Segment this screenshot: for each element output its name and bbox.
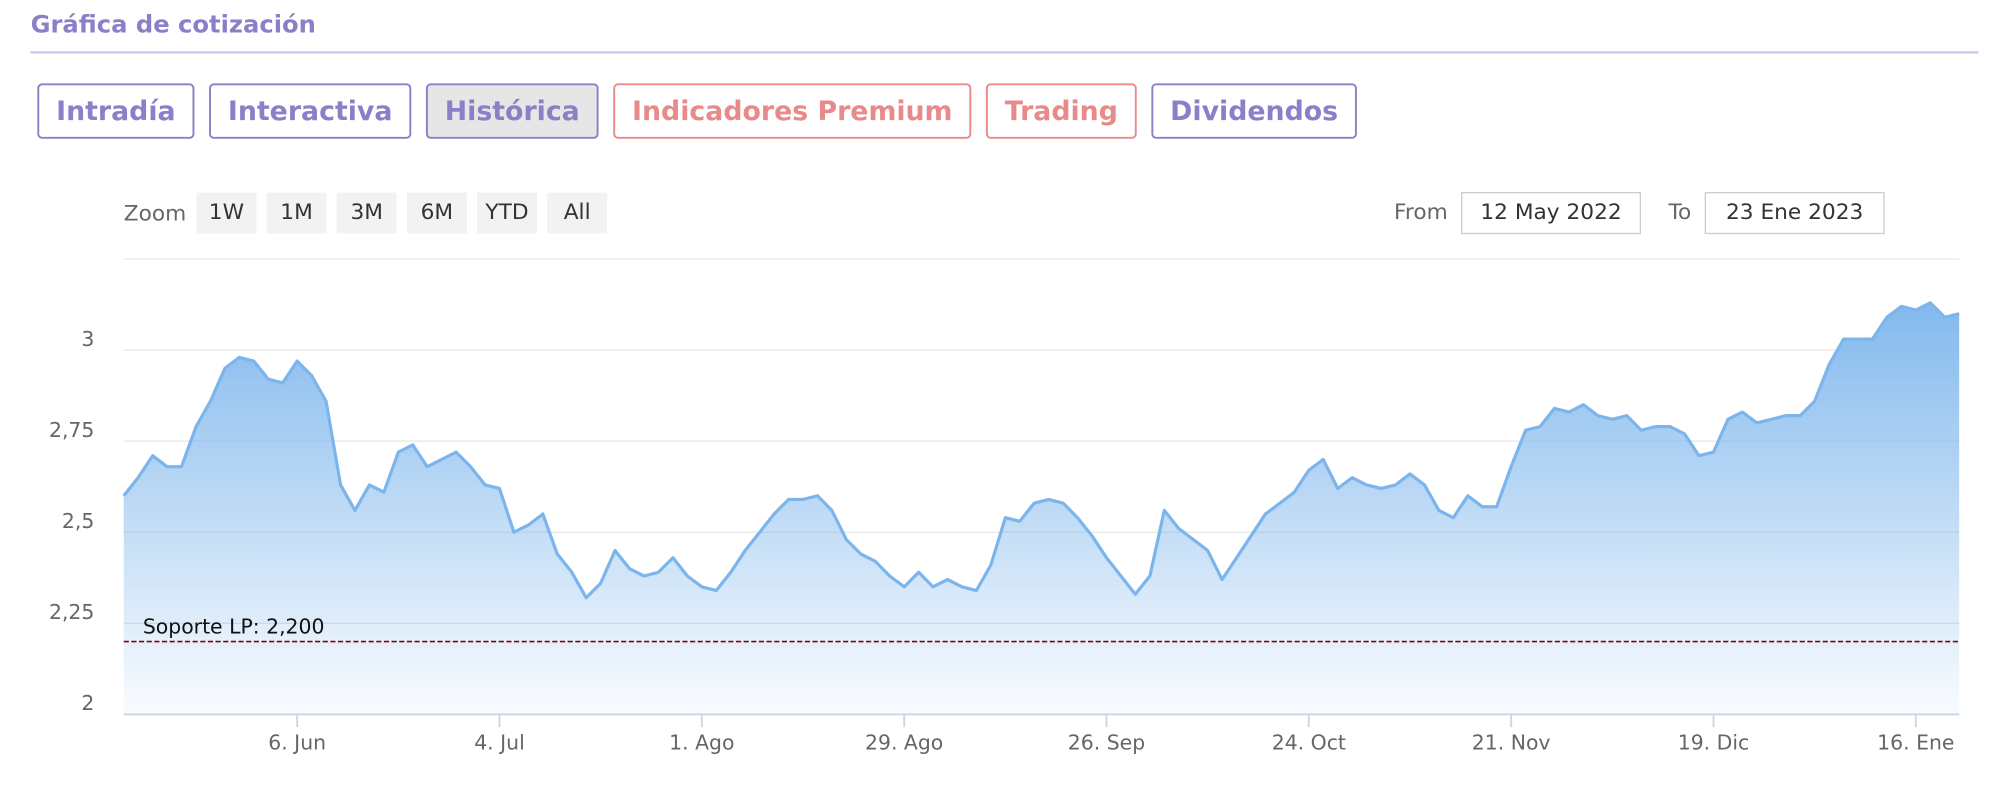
x-tick-label: 16. Ene: [1877, 731, 1954, 755]
tab[interactable]: [613, 83, 972, 139]
x-tick-label: 6. Jun: [268, 731, 326, 755]
zoom-label: Zoom: [124, 201, 186, 226]
tab-label[interactable]: Intradía: [56, 96, 175, 127]
tab-label[interactable]: Histórica: [445, 96, 580, 127]
tab[interactable]: [985, 83, 1137, 139]
x-tick-label: 24. Oct: [1272, 731, 1346, 755]
x-tick-label: 19. Dic: [1678, 731, 1750, 755]
y-tick-label: 3: [81, 327, 94, 351]
tab-label[interactable]: Trading: [1005, 96, 1118, 127]
zoom-button-label[interactable]: 1W: [209, 200, 244, 225]
to-label: To: [1667, 200, 1691, 225]
zoom-button[interactable]: [477, 192, 537, 234]
from-input[interactable]: [1461, 192, 1641, 235]
tab[interactable]: [1151, 83, 1357, 139]
zoom-button-label[interactable]: All: [564, 200, 591, 225]
zoom-button[interactable]: [406, 192, 467, 234]
tab-label[interactable]: Interactiva: [228, 96, 393, 127]
section-title: Gráfica de cotización: [31, 11, 316, 39]
zoom-button-label[interactable]: 3M: [350, 200, 383, 225]
x-tick-label: 29. Ago: [865, 731, 943, 755]
zoom-button[interactable]: [547, 192, 608, 234]
zoom-button-label[interactable]: YTD: [484, 200, 528, 225]
zoom-button[interactable]: [196, 192, 257, 234]
support-label: Soporte LP: 2,200: [143, 614, 325, 638]
x-tick-label: 1. Ago: [669, 731, 734, 755]
tab[interactable]: [209, 83, 412, 139]
y-tick-label: 2,75: [49, 418, 94, 442]
tab[interactable]: [37, 83, 195, 139]
to-value[interactable]: 23 Ene 2023: [1726, 200, 1863, 225]
to-input[interactable]: [1704, 192, 1885, 235]
x-tick-label: 26. Sep: [1068, 731, 1145, 755]
tab-label[interactable]: Indicadores Premium: [632, 96, 952, 127]
from-label: From: [1394, 200, 1448, 225]
tab[interactable]: [425, 83, 599, 139]
x-tick-label: 21. Nov: [1472, 731, 1551, 755]
area-fill: [123, 302, 1960, 715]
zoom-button-label[interactable]: 1M: [280, 200, 313, 225]
y-tick-label: 2,25: [49, 600, 94, 624]
tab-label[interactable]: Dividendos: [1170, 96, 1338, 127]
zoom-button-label[interactable]: 6M: [421, 200, 454, 225]
zoom-button[interactable]: [266, 192, 327, 234]
zoom-button[interactable]: [336, 192, 397, 234]
y-tick-label: 2: [81, 691, 94, 715]
from-value[interactable]: 12 May 2022: [1480, 200, 1621, 225]
x-tick-label: 4. Jul: [474, 731, 525, 755]
y-tick-label: 2,5: [62, 509, 94, 533]
price-line: [122, 301, 1960, 600]
